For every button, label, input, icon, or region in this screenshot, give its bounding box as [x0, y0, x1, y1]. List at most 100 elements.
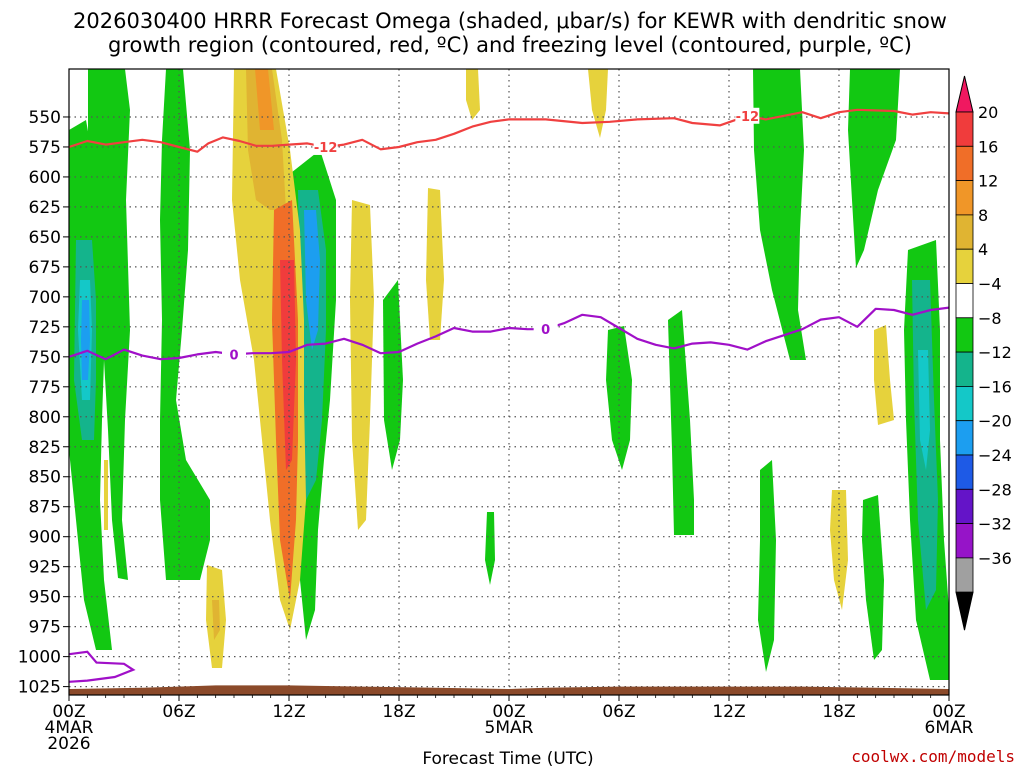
colorbar-label: −24 [978, 446, 1012, 465]
y-tick-label: 1000 [18, 648, 61, 668]
freezing-level-contour-label: 0 [229, 348, 238, 363]
omega-region-green [668, 310, 694, 535]
omega-region-green [758, 460, 776, 672]
x-tick-label: 12Z [272, 702, 305, 722]
y-tick-label: 700 [29, 288, 61, 308]
y-tick-label: 800 [29, 408, 61, 428]
colorbar-label: −36 [978, 549, 1012, 568]
colorbar-swatch [955, 351, 974, 387]
x-tick-label: 5MAR [485, 718, 534, 738]
colorbar-swatch [955, 248, 974, 284]
x-tick-label: 00Z [932, 702, 965, 722]
x-axis-label: Forecast Time (UTC) [422, 749, 593, 768]
freezing-level-contour-label: 0 [541, 323, 550, 338]
plot-area: -12 -12 0 0 [69, 69, 949, 695]
omega-region-yellow [350, 200, 374, 530]
dgz-minus12-contour [69, 108, 949, 153]
x-tick-label: 06Z [602, 702, 635, 722]
x-tick-label: 2026 [47, 734, 90, 754]
y-tick-label: 600 [29, 168, 61, 188]
omega-region-yellow [830, 490, 848, 610]
x-tick-label: 4MAR [45, 718, 94, 738]
colorbar-swatch [955, 488, 974, 524]
colorbar-label: −20 [978, 412, 1012, 431]
y-tick-label: 550 [29, 108, 61, 128]
colorbar-label: 20 [978, 103, 998, 122]
omega-region-gold [246, 69, 286, 210]
colorbar-swatch [955, 145, 974, 182]
omega-region-blue [304, 210, 320, 350]
y-tick-label: 900 [29, 528, 61, 548]
contour-lines: -12 -12 0 0 [69, 107, 949, 683]
omega-region-yellow [588, 69, 608, 138]
y-axis-pressure-levels: 550 575 600 625 650 675 700 725 750 775 800 825 850 8… [18, 108, 69, 698]
credit-text: coolwx.com/models [851, 747, 1015, 766]
colorbar-label: −8 [978, 309, 1002, 328]
dgz-minus12-contour-label: -12 [736, 110, 760, 125]
y-tick-label: 1025 [18, 678, 61, 698]
omega-region-yellow [466, 69, 480, 120]
x-tick-label: 00Z [52, 702, 85, 722]
y-tick-label: 750 [29, 348, 61, 368]
colorbar-swatch [955, 180, 974, 216]
dgz-minus12-contour-label-bg [313, 138, 338, 155]
y-tick-label: 625 [29, 198, 61, 218]
y-tick-label: 950 [29, 588, 61, 608]
omega-region-green [606, 326, 632, 470]
omega-region-cyan [918, 350, 930, 470]
colorbar-swatch [955, 283, 974, 319]
freezing-level-contour-label-bg [222, 346, 246, 363]
omega-shaded-fields [69, 69, 949, 680]
colorbar-label: 8 [978, 206, 988, 225]
omega-region-yellow [426, 188, 444, 340]
colorbar-swatch [955, 523, 974, 559]
colorbar-label: −28 [978, 480, 1012, 499]
y-tick-label: 650 [29, 228, 61, 248]
colorbar-swatch [955, 214, 974, 250]
y-tick-label: 875 [29, 498, 61, 518]
x-tick-label: 12Z [712, 702, 745, 722]
chart-title-line1: 2026030400 HRRR Forecast Omega (shaded, … [73, 9, 947, 33]
colorbar-label: −32 [978, 515, 1012, 534]
colorbar-top-arrow [955, 75, 974, 113]
colorbar-swatch [955, 454, 974, 490]
y-tick-label: 675 [29, 258, 61, 278]
x-tick-label: 00Z [492, 702, 525, 722]
colorbar-label: 16 [978, 137, 998, 156]
y-tick-label: 850 [29, 468, 61, 488]
colorbar-bottom-arrow [955, 591, 974, 631]
freezing-level-contour-label-bg [533, 321, 558, 338]
y-tick-label: 775 [29, 378, 61, 398]
colorbar-label: 12 [978, 172, 998, 191]
omega-region-orange [255, 69, 274, 130]
x-tick-label: 06Z [162, 702, 195, 722]
colorbar-swatch [955, 385, 974, 422]
omega-region-green [160, 69, 210, 580]
omega-region-blue [81, 300, 90, 380]
x-tick-label: 18Z [382, 702, 415, 722]
freezing-level-surface-contour [69, 650, 136, 683]
colorbar-swatch [955, 317, 974, 353]
dgz-minus12-contour-label: -12 [314, 141, 338, 156]
y-tick-label: 725 [29, 318, 61, 338]
omega-region-gold [212, 600, 220, 640]
omega-region-red [280, 260, 296, 470]
omega-region-yellow [104, 460, 108, 530]
gridlines [69, 69, 949, 695]
dgz-minus12-contour-label-bg [735, 107, 760, 124]
colorbar-label: −12 [978, 343, 1012, 362]
colorbar-swatch [955, 111, 974, 147]
colorbar-swatch [955, 420, 974, 456]
freezing-level-contour [69, 306, 949, 361]
omega-region-green [848, 69, 900, 268]
chart-title-line2: growth region (contoured, red, ºC) and f… [108, 33, 912, 57]
colorbar-label: 4 [978, 240, 988, 259]
x-tick-label: 18Z [822, 702, 855, 722]
y-tick-label: 575 [29, 138, 61, 158]
colorbar: 20 16 12 8 4 −4 −8 −12 −16 −20 −24 −28 −32 −36 [955, 75, 1012, 631]
omega-region-green [753, 69, 806, 360]
y-tick-label: 925 [29, 558, 61, 578]
omega-region-yellow [874, 325, 894, 425]
